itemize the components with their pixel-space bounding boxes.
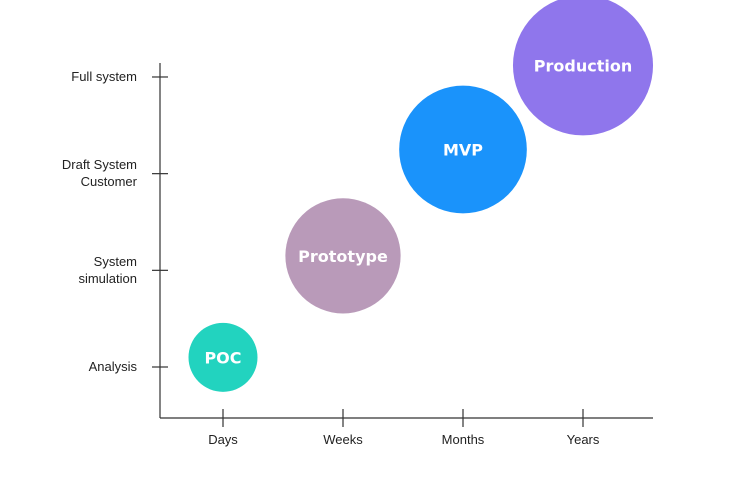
y-tick-label: simulation	[78, 271, 137, 286]
bubble-circle	[399, 85, 527, 214]
y-tick-label: Draft System	[62, 157, 137, 172]
bubble-mvp: MVP	[399, 85, 527, 214]
y-tick-label: Full system	[71, 69, 137, 84]
bubbles-layer: POC Prototype MVP Production	[188, 0, 654, 392]
bubble-label: POC	[204, 348, 241, 367]
bubble-circle	[285, 198, 401, 314]
y-tick-label: Analysis	[89, 359, 138, 374]
y-tick-label: System	[94, 254, 137, 269]
bubble-label: Production	[534, 56, 632, 75]
bubble-circle	[188, 322, 258, 392]
x-tick-label: Months	[442, 432, 485, 447]
x-tick-label: Years	[567, 432, 600, 447]
bubble-circle	[512, 0, 654, 136]
bubble-poc: POC	[188, 322, 258, 392]
x-tick-label: Weeks	[323, 432, 363, 447]
y-tick-label: Customer	[81, 174, 138, 189]
bubble-prototype: Prototype	[285, 198, 401, 314]
y-axis-ticks: Analysis System simulation Draft System Cust…	[62, 69, 168, 374]
bubble-label: MVP	[443, 140, 483, 159]
bubble-production: Production	[512, 0, 654, 136]
x-axis-ticks: Days Weeks Months Years	[208, 409, 600, 447]
bubble-label: Prototype	[298, 247, 388, 266]
x-tick-label: Days	[208, 432, 238, 447]
